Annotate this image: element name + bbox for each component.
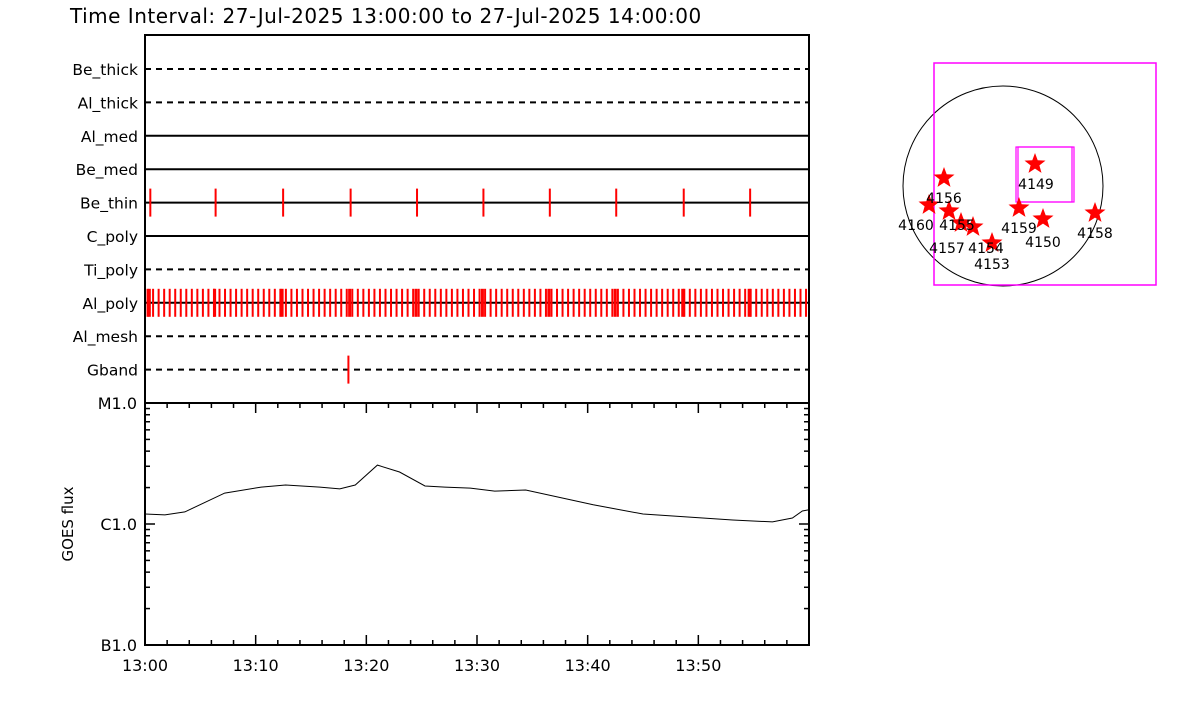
active-region-star: [1084, 202, 1106, 222]
field-of-view-box: [1017, 146, 1075, 203]
field-of-view-box: [933, 62, 1157, 286]
active-region-star: [981, 232, 1003, 252]
goes-flux-line: [144, 464, 810, 523]
active-region-star: [933, 167, 955, 187]
y-tick-label: M1.0: [98, 394, 137, 413]
active-region-star: [962, 216, 984, 236]
active-region-label: 4150: [1025, 235, 1061, 251]
filter-label: Al_mesh: [73, 328, 138, 347]
field-of-view-box: [1015, 146, 1073, 203]
x-tick-label: 13:50: [675, 656, 721, 675]
active-region-star: [1008, 197, 1030, 217]
plot-title: Time Interval: 27-Jul-2025 13:00:00 to 2…: [69, 4, 702, 28]
filter-label: C_poly: [87, 228, 138, 247]
filter-timeline-panel: Be_thick Al_thick Al_med Be_med Be_thin C_pol…: [72, 34, 810, 404]
solar-limb: [902, 85, 1104, 287]
active-region-label: 4155: [939, 218, 975, 234]
filter-label: Ti_poly: [83, 261, 138, 280]
filter-label: Al_poly: [83, 295, 138, 314]
y-tick-label: B1.0: [101, 636, 137, 655]
filter-label: Be_med: [76, 161, 138, 180]
filter-label: Al_thick: [78, 94, 138, 113]
x-tick-label: 13:40: [565, 656, 611, 675]
active-region-star: [1032, 208, 1054, 228]
active-region-label: 4154: [968, 241, 1004, 257]
active-region-label: 4157: [929, 241, 965, 257]
goes-flux-panel: 13:00 13:10 13:20 13:30 13:40 13:50 B1.0 C1.0 M1…: [59, 394, 810, 675]
filter-label: Be_thin: [80, 195, 138, 214]
active-region-star: [950, 212, 972, 232]
timeline-frame: [144, 34, 810, 404]
filter-label: Al_med: [81, 128, 138, 147]
x-tick-label: 13:00: [122, 656, 168, 675]
x-tick-label: 13:30: [454, 656, 500, 675]
active-region-label: 4158: [1077, 226, 1113, 242]
x-tick-label: 13:10: [233, 656, 279, 675]
y-axis-label: GOES flux: [59, 486, 77, 561]
active-region-star: [918, 194, 940, 214]
filter-label: Be_thick: [72, 61, 138, 80]
active-region-star: [938, 200, 960, 220]
active-region-label: 4156: [926, 191, 962, 207]
y-tick-label: C1.0: [100, 515, 137, 534]
active-region-label: 4153: [974, 257, 1010, 273]
filter-label: Gband: [87, 362, 138, 380]
active-region-label: 4149: [1018, 177, 1054, 193]
active-region-label: 4160: [898, 218, 934, 234]
active-region-star: [1024, 153, 1046, 173]
x-tick-label: 13:20: [343, 656, 389, 675]
goes-frame: [144, 402, 810, 646]
active-region-label: 4159: [1001, 221, 1037, 237]
